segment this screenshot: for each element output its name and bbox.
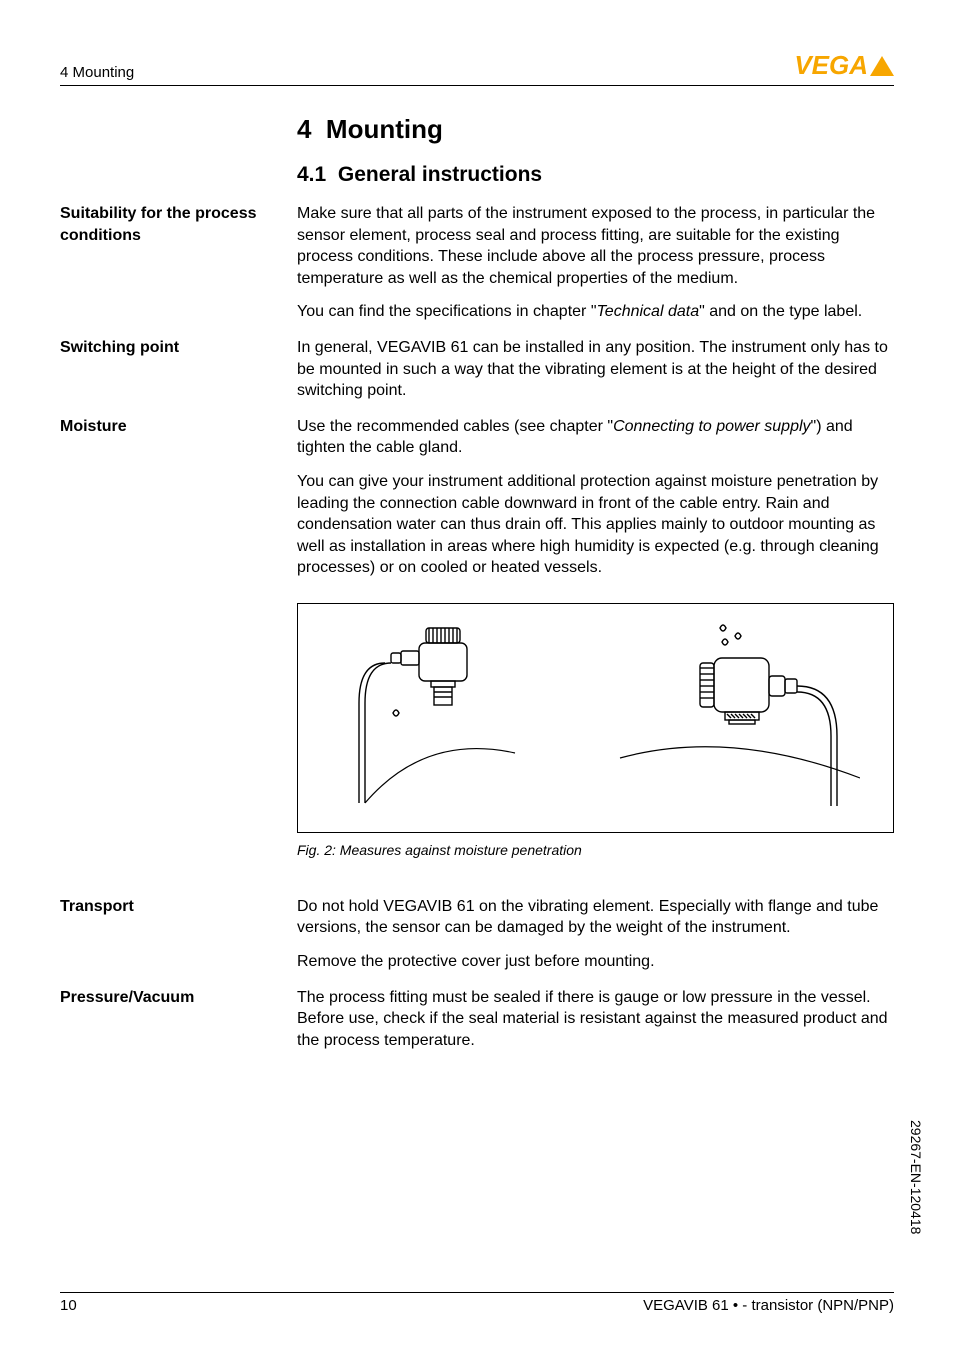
label-transport: Transport — [60, 896, 297, 973]
body-suitability: Make sure that all parts of the instrume… — [297, 203, 894, 323]
body-transport: Do not hold VEGAVIB 61 on the vibrating … — [297, 896, 894, 973]
para: Do not hold VEGAVIB 61 on the vibrating … — [297, 896, 894, 939]
document-code: 29267-EN-120418 — [908, 1120, 924, 1234]
section-title: 4.1 General instructions — [297, 163, 894, 187]
logo-triangle-icon — [870, 56, 894, 76]
sensor-vertical-icon — [331, 618, 571, 818]
sensor-horizontal-icon — [600, 618, 860, 818]
figure-2 — [297, 603, 894, 833]
section-title-text: General instructions — [338, 163, 542, 186]
para: Use the recommended cables (see chapter … — [297, 416, 894, 459]
para: You can give your instrument additional … — [297, 471, 894, 579]
body-switching: In general, VEGAVIB 61 can be installed … — [297, 337, 894, 402]
para: You can find the specifications in chapt… — [297, 301, 894, 323]
doc-title: VEGAVIB 61 • - transistor (NPN/PNP) — [643, 1297, 894, 1314]
chapter-title: 4 Mounting — [297, 114, 894, 145]
block-figure: Fig. 2: Measures against moisture penetr… — [60, 593, 894, 882]
body-moisture: Use the recommended cables (see chapter … — [297, 416, 894, 579]
label-moisture: Moisture — [60, 416, 297, 579]
body-pressure: The process fitting must be sealed if th… — [297, 987, 894, 1052]
block-moisture: Moisture Use the recommended cables (see… — [60, 416, 894, 579]
para: Remove the protective cover just before … — [297, 951, 894, 973]
para: In general, VEGAVIB 61 can be installed … — [297, 337, 894, 402]
para: Make sure that all parts of the instrume… — [297, 203, 894, 289]
label-switching: Switching point — [60, 337, 297, 402]
block-pressure: Pressure/Vacuum The process fitting must… — [60, 987, 894, 1052]
block-transport: Transport Do not hold VEGAVIB 61 on the … — [60, 896, 894, 973]
figure-caption: Fig. 2: Measures against moisture penetr… — [297, 841, 894, 860]
chapter-number: 4 — [297, 114, 311, 144]
label-pressure: Pressure/Vacuum — [60, 987, 297, 1052]
label-suitability: Suitability for the pro­cess conditions — [60, 203, 297, 323]
block-switching: Switching point In general, VEGAVIB 61 c… — [60, 337, 894, 402]
page: 4 Mounting VEGA 4 Mounting 4.1 General i… — [0, 0, 954, 1354]
para: The process fitting must be sealed if th… — [297, 987, 894, 1052]
vega-logo: VEGA — [794, 50, 894, 81]
block-suitability: Suitability for the pro­cess conditions … — [60, 203, 894, 323]
chapter-heading-block: 4 Mounting 4.1 General instructions — [297, 114, 894, 187]
breadcrumb: 4 Mounting — [60, 64, 134, 81]
page-number: 10 — [60, 1297, 77, 1314]
page-footer: 10 VEGAVIB 61 • - transistor (NPN/PNP) — [60, 1292, 894, 1314]
page-header: 4 Mounting VEGA — [60, 50, 894, 86]
chapter-title-text: Mounting — [326, 114, 443, 144]
logo-text: VEGA — [794, 50, 868, 81]
section-number: 4.1 — [297, 163, 326, 186]
